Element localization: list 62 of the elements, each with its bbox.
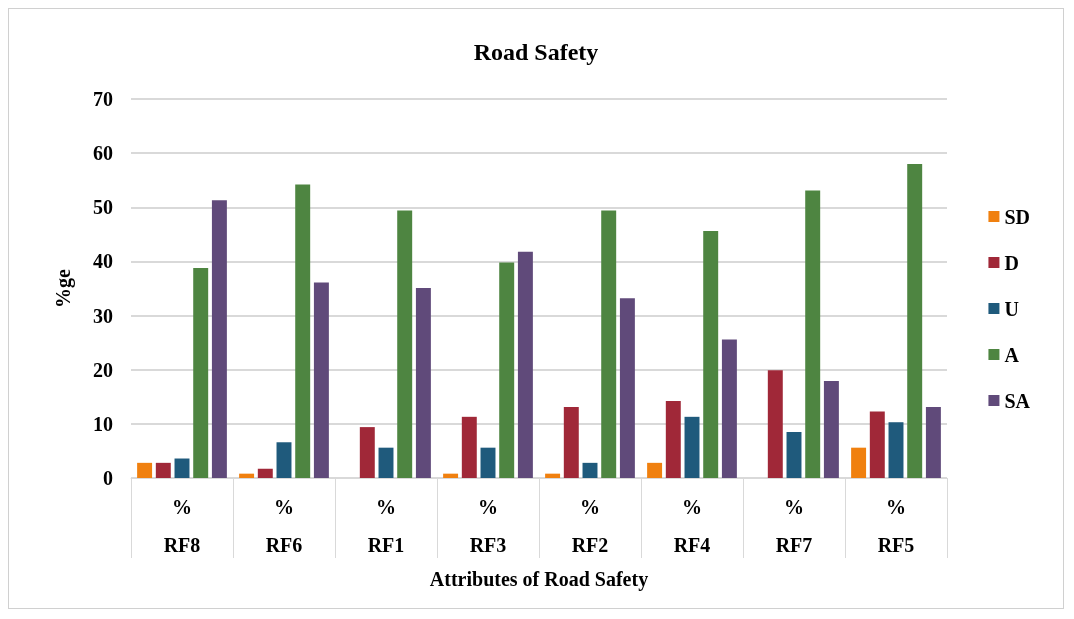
bar xyxy=(823,381,839,478)
bar xyxy=(378,447,394,478)
bar xyxy=(257,468,273,478)
legend-label: D xyxy=(1004,251,1019,274)
bar xyxy=(415,287,431,478)
x-tick-label: % RF4 xyxy=(673,496,711,556)
bar xyxy=(239,473,255,478)
bar xyxy=(545,473,561,478)
x-tick-label: % RF1 xyxy=(367,496,405,556)
x-axis-title: Attributes of Road Safety xyxy=(429,567,649,591)
legend-label: U xyxy=(1004,297,1019,320)
x-tick-label: % RF8 xyxy=(163,496,201,556)
bar xyxy=(907,163,923,478)
bar xyxy=(888,422,904,478)
bar xyxy=(499,262,515,478)
bar xyxy=(137,462,153,478)
bar xyxy=(684,416,700,478)
bar xyxy=(767,370,783,478)
bar xyxy=(703,231,719,478)
bar xyxy=(786,431,802,478)
y-tick-label: 60 xyxy=(93,142,113,165)
bar xyxy=(647,462,663,478)
bar xyxy=(665,401,681,478)
bar xyxy=(295,184,311,478)
x-tick-label: % RF5 xyxy=(877,496,915,556)
y-tick-label: 50 xyxy=(93,196,113,219)
x-tick-label: % RF2 xyxy=(571,496,609,556)
legend-label: SD xyxy=(1004,205,1031,228)
x-tick-label: % RF6 xyxy=(265,496,303,556)
bar xyxy=(461,416,477,478)
bar xyxy=(721,339,737,478)
y-tick-label: 0 xyxy=(103,467,113,489)
chart-title: Road Safety xyxy=(473,39,599,65)
bar xyxy=(851,447,867,478)
y-tick-label: 40 xyxy=(93,250,113,273)
x-tick-label: % RF3 xyxy=(469,496,507,556)
bar xyxy=(517,251,533,478)
bar xyxy=(276,442,292,478)
bar xyxy=(193,267,209,478)
bar xyxy=(211,200,227,478)
bar xyxy=(480,447,496,478)
y-axis-title: %ge xyxy=(52,268,75,308)
y-tick-label: 10 xyxy=(93,412,113,435)
legend-label: A xyxy=(1004,343,1020,366)
bar xyxy=(563,407,579,478)
bar xyxy=(313,282,329,478)
x-tick-label: % RF7 xyxy=(775,496,813,556)
bar xyxy=(174,458,190,478)
bar xyxy=(443,473,459,478)
y-tick-label: 20 xyxy=(93,358,113,381)
bar xyxy=(805,190,821,478)
bar xyxy=(582,462,598,478)
bar xyxy=(869,411,885,478)
bar xyxy=(619,298,635,478)
bar xyxy=(925,407,941,478)
bar xyxy=(601,210,617,478)
bar xyxy=(155,462,171,478)
y-tick-label: 70 xyxy=(93,88,113,110)
y-tick-label: 30 xyxy=(93,304,113,327)
bar xyxy=(397,210,413,478)
legend-label: SA xyxy=(1004,389,1031,412)
bar xyxy=(359,427,375,478)
